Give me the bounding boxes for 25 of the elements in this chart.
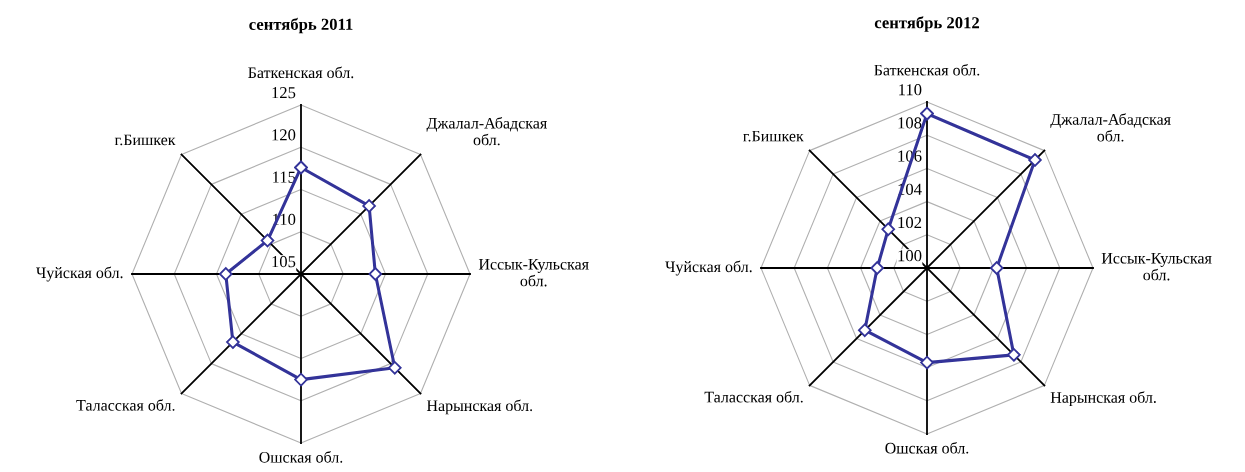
spoke-label: Иссык-Кульская обл. xyxy=(1101,252,1212,281)
spoke-label: Нарынская обл. xyxy=(426,399,533,415)
y-tick-label: 102 xyxy=(898,216,922,229)
spoke-label: Таласская обл. xyxy=(76,399,175,411)
y-tick-label: 105 xyxy=(272,255,296,268)
spoke-label: Баткенская обл. xyxy=(248,66,354,79)
spoke-label: Ошская обл. xyxy=(885,441,969,454)
y-tick-label: 108 xyxy=(898,117,922,129)
chart-title: сентябрь 2011 xyxy=(249,17,353,34)
spoke-label: Джалал-Абадская обл. xyxy=(426,116,547,146)
y-tick-label: 120 xyxy=(272,129,296,141)
y-tick-label: 110 xyxy=(899,84,922,96)
y-tick-label: 125 xyxy=(272,87,296,99)
spoke-label: г.Бишкек xyxy=(114,134,176,146)
spoke-label: Чуйская обл. xyxy=(665,260,752,276)
chart-title: сентябрь 2012 xyxy=(874,16,980,32)
y-tick-label: 100 xyxy=(898,250,922,262)
spoke-label: Джалал-Абадская обл. xyxy=(1050,113,1171,142)
spoke-label: Ошская обл. xyxy=(259,451,343,463)
spoke-label: Нарынская обл. xyxy=(1050,391,1156,407)
spoke-label: г.Бишкек xyxy=(743,130,804,142)
spoke-label: Чуйская обл. xyxy=(36,266,123,282)
spoke-label: Иссык-Кульская обл. xyxy=(478,258,589,287)
spoke-label: Таласская обл. xyxy=(704,390,803,403)
spoke-label: Баткенская обл. xyxy=(874,63,980,76)
